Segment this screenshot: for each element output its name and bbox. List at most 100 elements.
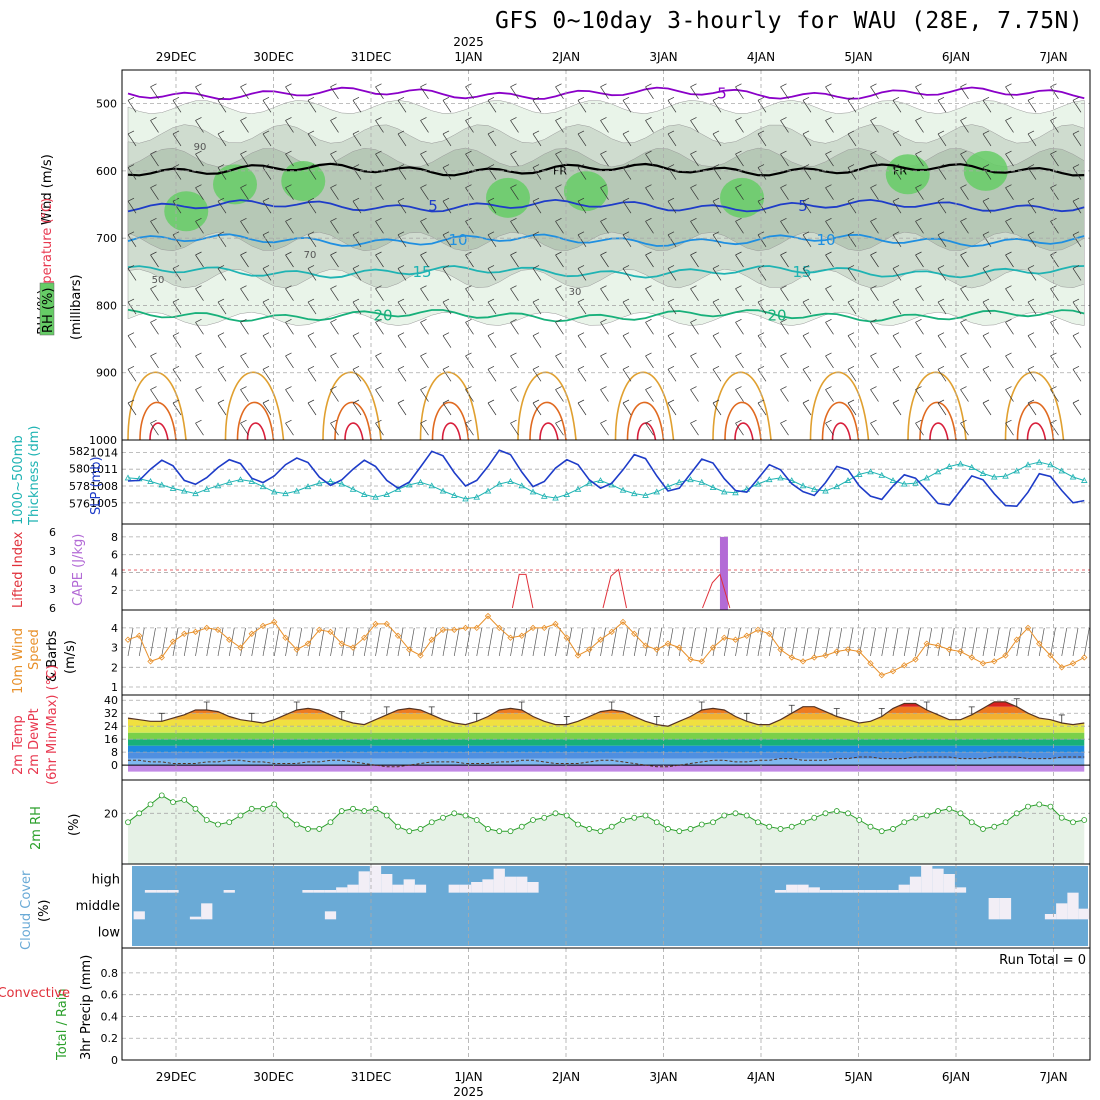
wind10-marker [631,630,638,637]
temp-minmax-bar [1058,714,1065,723]
temp-minmax-bar [473,712,480,722]
wind-barb [915,352,924,369]
wind-barb [982,298,992,315]
cloud-mid-bar [1056,903,1068,920]
li-ylabel-group: Lifted Index CAPE (J/kg) [11,531,86,608]
thickness-marker [619,486,627,493]
temp-band [128,726,1085,733]
wind10-barb [161,627,168,657]
temp-contour-30 [529,401,567,441]
wind10-marker [698,658,705,665]
wind-barb [982,164,992,180]
rh2m-marker [586,826,593,832]
wind-barb [802,164,812,180]
temp-minmax-bar [833,708,840,717]
wind-barb [757,366,767,382]
thickness-marker [765,476,773,483]
wind10-barb [915,627,921,657]
rh2m-marker [743,812,750,819]
temp-contour-35 [441,422,462,441]
thickness-marker [124,474,132,481]
rh2m-marker [721,812,728,819]
wind-barb [330,184,339,200]
wind-barb [465,318,474,335]
wind-barb [622,130,632,147]
wind-barb [735,386,744,402]
wind-barb [870,285,879,301]
thickness-marker [867,468,874,475]
wind-barb [1027,265,1037,281]
temp-band [128,765,1085,772]
wind10-barb [611,627,618,657]
wind-barb [510,352,519,369]
wind-barb [937,298,947,315]
wind10-barb [521,627,528,657]
wind10-marker [608,628,615,635]
wind10-barb [577,627,584,657]
wind10-barb [993,627,1000,657]
y-tick-precip: 0.4 [101,1010,119,1023]
y-tick-wind: 3 [111,642,118,655]
cloud-high-bar [954,887,967,893]
wind10-barb [1016,627,1023,657]
wind-barb [172,130,182,147]
rh2m-marker [755,819,761,826]
wind-barb [150,352,159,369]
thickness-marker [1080,477,1088,483]
wind10-barb [903,627,910,657]
temp-contour-25 [614,371,675,441]
rh2m-marker [811,814,818,821]
y-tick-wind: 2 [111,661,118,674]
wind-barb [847,366,857,382]
temp-contour-35 [149,422,169,441]
wind-barb [892,298,902,315]
rh-contour-label: 70 [304,250,317,261]
y-tick-precip: 0.2 [101,1032,119,1045]
rh2m-marker [361,808,368,814]
wind10-barb [127,627,134,657]
y-tick-cape: 2 [111,584,118,597]
wind10-marker [248,630,255,637]
cloud-high-bar [414,884,427,893]
chart-title: GFS 0~10day 3-hourly for WAU (28E, 7.75N… [495,8,1084,34]
rh2m-marker [991,823,998,830]
y-tick-temp: 24 [104,720,118,733]
rh2m-marker [935,808,941,814]
wind-barb [960,285,969,301]
wind-barb [397,130,407,147]
wind-barb [262,298,272,315]
ylabel-slp: SLP (mb) [89,456,104,515]
temp-minmax-bar [428,706,435,715]
wind-barb [622,96,632,113]
wind-barb [285,419,294,436]
wind-barb [802,197,812,214]
wind-barb [667,197,677,214]
wind-barb [577,231,587,248]
rh2m-marker [451,810,458,817]
wind10-barb [971,627,978,657]
wind-barb [442,399,452,416]
thickness-marker [158,481,166,488]
wind-barb [487,231,497,248]
y-tick-thickness: 576 [69,497,90,510]
thickness-marker [1024,461,1032,468]
temp-minmax-bar [698,701,705,710]
wind-barb [240,352,249,369]
wind10-barb [543,627,550,657]
wind-barb [262,130,272,147]
wind10-marker [338,640,345,647]
wind-barb [127,366,137,382]
wind-barb [352,298,362,315]
wind-barb [982,96,992,113]
rh2m-marker [226,819,233,826]
wind10-marker [304,640,312,647]
wind-barb [127,96,137,113]
wind10-barb [600,627,606,657]
thickness-marker [203,485,211,492]
wind-barb [622,231,632,248]
wind-barb [307,164,317,180]
wind-barb [487,197,497,214]
rh2m-marker [203,817,210,823]
wind10-barb [375,627,381,657]
wind-barb [1072,399,1082,416]
